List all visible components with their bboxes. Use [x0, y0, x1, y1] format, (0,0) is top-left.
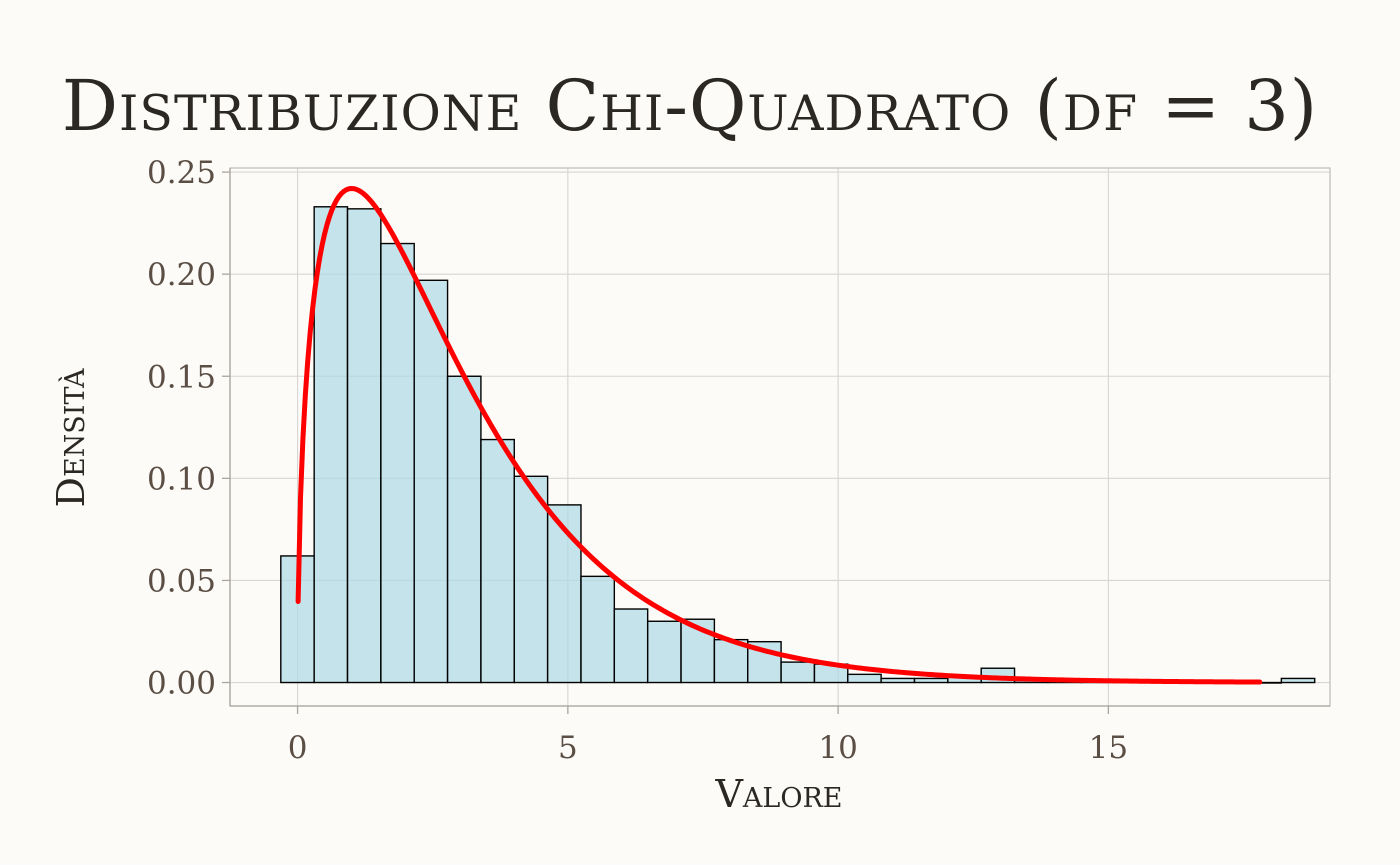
x-tick-label: 15 — [1089, 730, 1128, 766]
y-tick-label: 0.05 — [147, 563, 216, 599]
histogram-bar — [513, 475, 549, 684]
y-tick-label: 0.15 — [147, 359, 216, 395]
x-axis-label: Valore — [714, 772, 842, 816]
axes — [229, 168, 1330, 707]
y-tick-label: 0.25 — [147, 155, 216, 191]
y-tick-label: 0.00 — [147, 666, 216, 702]
y-tick-label: 0.10 — [147, 461, 216, 497]
histogram-bar — [847, 673, 882, 684]
y-tick-label: 0.20 — [147, 257, 216, 293]
histogram-bar — [646, 620, 682, 684]
histogram-bar — [413, 279, 449, 684]
x-tick-label: 0 — [288, 730, 308, 766]
histogram-bar — [346, 208, 382, 684]
x-tick-label: 5 — [558, 730, 578, 766]
histogram-bar — [613, 608, 649, 684]
histogram-bar — [880, 677, 916, 684]
histogram-bar — [313, 206, 349, 684]
density-curve — [295, 185, 1263, 685]
histogram-bar — [1280, 677, 1316, 684]
histogram-bar — [546, 504, 582, 684]
histogram-bar — [380, 242, 415, 684]
histogram-bar — [913, 677, 949, 684]
histogram-bar — [446, 375, 482, 684]
histogram-bar — [780, 661, 816, 684]
histogram-bar — [480, 438, 515, 684]
x-tick-label: 10 — [818, 730, 857, 766]
y-axis-label: Densità — [49, 368, 93, 507]
chart-title: Distribuzione Chi-Quadrato (df = 3) — [62, 65, 1318, 147]
histogram-bars — [280, 206, 1316, 684]
tick-labels: 0.00 0.05 0.10 0.15 0.20 0.25 0 5 10 15 — [147, 155, 1128, 766]
histogram-bar — [580, 575, 616, 684]
